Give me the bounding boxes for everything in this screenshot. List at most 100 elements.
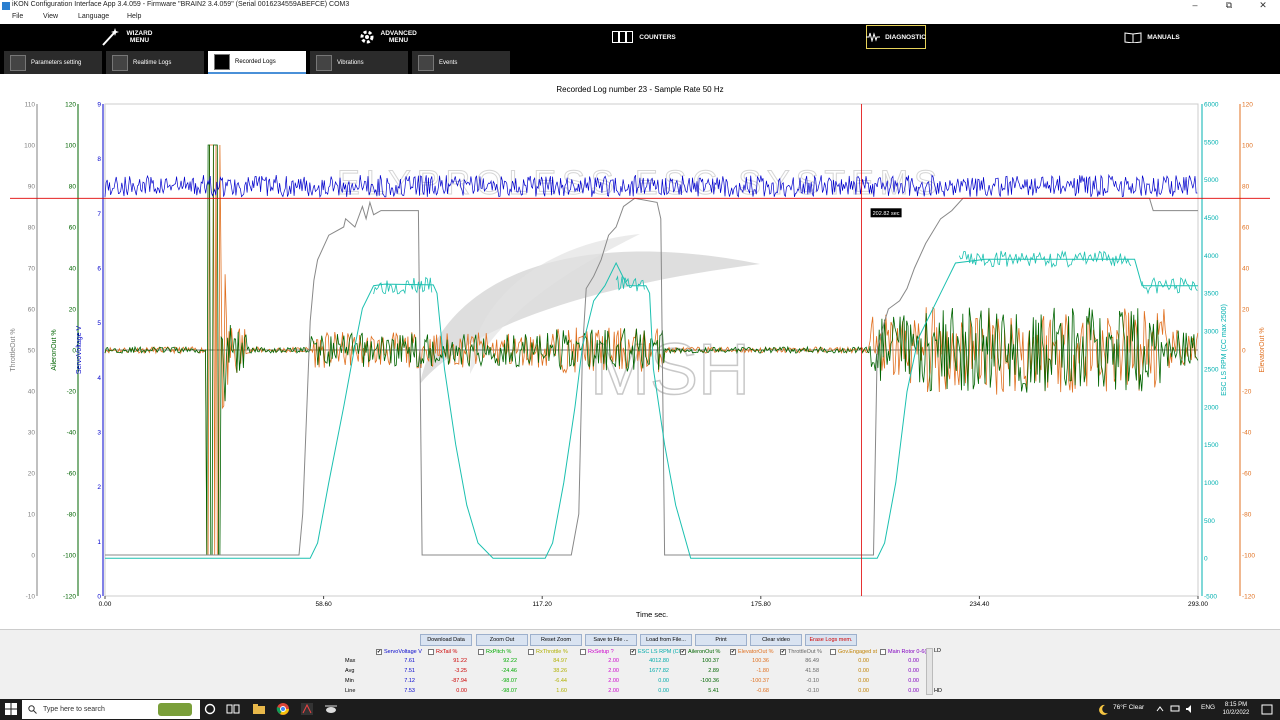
checkbox[interactable]	[478, 649, 484, 655]
checkbox[interactable]: ✔	[630, 649, 636, 655]
load-from-file-button[interactable]: Load from File...	[640, 634, 692, 646]
checkbox[interactable]	[580, 649, 586, 655]
stat-value: -100.36	[700, 678, 719, 684]
series-toggle[interactable]: Main Rotor 0-6(	[880, 649, 926, 655]
tab-events[interactable]: Events	[412, 51, 510, 74]
erase-logs-mem-button[interactable]: Erase Logs mem.	[805, 634, 857, 646]
tab-vibrations[interactable]: Vibrations	[310, 51, 408, 74]
chrome-icon[interactable]	[276, 702, 290, 716]
windows-start-icon[interactable]	[4, 702, 18, 716]
stat-row-label: Max	[345, 658, 356, 664]
minimize-button[interactable]: –	[1192, 0, 1198, 10]
menu-language[interactable]: Language	[78, 13, 110, 20]
series-toggle[interactable]: RxPitch %	[478, 649, 511, 655]
series-toggle[interactable]: ✔ AileronOut %	[680, 649, 720, 655]
stat-row-label: Avg	[345, 668, 355, 674]
stat-value: -0.10	[806, 678, 819, 684]
stat-value: 0.00	[908, 688, 919, 694]
stat-value: 86.49	[805, 658, 819, 664]
tab-bar: Parameters setting Realtime Logs Recorde…	[0, 50, 1280, 74]
wizard-menu-label: WIZARD MENU	[126, 30, 153, 44]
menu-view[interactable]: View	[43, 13, 59, 20]
vertical-scrollbar[interactable]	[926, 648, 933, 695]
zoom-out-button[interactable]: Zoom Out	[476, 634, 528, 646]
series-toggle[interactable]: RxTail %	[428, 649, 457, 655]
clock[interactable]: 8:15 PM 10/2/2022	[1220, 701, 1252, 717]
y-tick-label: 6000	[1204, 102, 1219, 109]
series-toggle[interactable]: ✔ ESC LS RPM (CC	[630, 649, 683, 655]
chevron-up-icon[interactable]	[1155, 704, 1165, 714]
maximize-button[interactable]: ⧉	[1225, 0, 1233, 10]
checkbox[interactable]	[830, 649, 836, 655]
series-label: ServoVoltage V	[384, 649, 422, 655]
watermark-text: ELYPROLESS ESC SYSTEMS	[337, 164, 943, 202]
notification-icon[interactable]	[1260, 703, 1274, 717]
rpm-noise	[615, 275, 645, 292]
y-tick-label: 80	[69, 184, 77, 191]
y-axis-title: AileronOut %	[51, 329, 58, 370]
y-tick-label: 2000	[1204, 404, 1219, 411]
menu-file[interactable]: File	[12, 13, 24, 20]
realtime-logs-icon	[112, 54, 128, 71]
y-tick-label: 2500	[1204, 366, 1219, 373]
stat-value: -100.37	[750, 678, 769, 684]
checkbox[interactable]: ✔	[376, 649, 382, 655]
series-toggle[interactable]: Gov.Engaged st	[830, 649, 877, 655]
save-to-file-button[interactable]: Save to File ...	[585, 634, 637, 646]
checkbox[interactable]: ✔	[780, 649, 786, 655]
manuals-label: MANUALS	[1147, 33, 1180, 41]
advanced-menu-button[interactable]: ADVANCED MENU	[352, 24, 422, 50]
y-tick-label: 1000	[1204, 480, 1219, 487]
series-toggle[interactable]: ✔ ThrottleOut %	[780, 649, 822, 655]
cortana-icon[interactable]	[203, 702, 217, 716]
y-tick-label: 8	[97, 156, 101, 163]
language-indicator[interactable]: ENG	[1201, 704, 1216, 711]
stat-value: 7.12	[404, 678, 415, 684]
search-placeholder: Type here to search	[43, 706, 105, 713]
download-data-button[interactable]: Download Data	[420, 634, 472, 646]
menu-help[interactable]: Help	[127, 13, 142, 20]
checkbox[interactable]	[880, 649, 886, 655]
helicopter-app-icon[interactable]	[324, 702, 338, 716]
stat-value: -0.68	[756, 688, 769, 694]
print-button[interactable]: Print	[695, 634, 747, 646]
series-toggle[interactable]: RxThrottle %	[528, 649, 568, 655]
wizard-menu-button[interactable]: WIZARD MENU	[92, 24, 162, 50]
counters-label: COUNTERS	[639, 33, 676, 41]
series-toggle[interactable]: RxSetup ?	[580, 649, 614, 655]
close-button[interactable]: ✕	[1259, 0, 1267, 10]
y-tick-label: 20	[69, 307, 77, 314]
weather-text[interactable]: 76°F Clear	[1113, 704, 1145, 711]
checkbox[interactable]	[428, 649, 434, 655]
taskbar-search[interactable]: Type here to search	[22, 700, 200, 719]
stat-value: 7.61	[404, 658, 415, 664]
network-icon[interactable]	[1170, 704, 1180, 714]
reset-zoom-button[interactable]: Reset Zoom	[530, 634, 582, 646]
checkbox[interactable]: ✔	[730, 649, 736, 655]
bottom-panel: Download Data Zoom Out Reset Zoom Save to F…	[0, 629, 1280, 699]
series-toggle[interactable]: ✔ ServoVoltage V	[376, 649, 422, 655]
y-tick-label: 0	[72, 348, 76, 355]
series-line	[105, 197, 1198, 556]
y-tick-label: 0	[31, 553, 35, 560]
checkbox[interactable]: ✔	[680, 649, 686, 655]
checkbox[interactable]	[528, 649, 534, 655]
recorded-log-chart[interactable]: Recorded Log number 23 - Sample Rate 50 …	[0, 74, 1280, 629]
clear-video-button[interactable]: Clear video	[750, 634, 802, 646]
tab-recorded-logs[interactable]: Recorded Logs	[208, 51, 306, 74]
chart-area[interactable]: Recorded Log number 23 - Sample Rate 50 …	[0, 74, 1280, 629]
file-explorer-icon[interactable]	[252, 702, 266, 716]
counters-button[interactable]: COUNTERS	[604, 24, 684, 50]
task-view-icon[interactable]	[226, 702, 240, 716]
events-icon	[418, 54, 434, 71]
series-toggle[interactable]: ✔ ElevatorOut %	[730, 649, 773, 655]
stat-value: 0.00	[858, 678, 869, 684]
stat-row-label: Min	[345, 678, 354, 684]
ikon-app-icon[interactable]	[300, 702, 314, 716]
y-tick-label: -20	[67, 389, 77, 396]
tab-parameters-setting[interactable]: Parameters setting	[4, 51, 102, 74]
volume-icon[interactable]	[1185, 704, 1195, 714]
diagnostic-button[interactable]: DIAGNOSTIC	[866, 25, 926, 49]
tab-realtime-logs[interactable]: Realtime Logs	[106, 51, 204, 74]
manuals-button[interactable]: MANUALS	[1120, 24, 1184, 50]
